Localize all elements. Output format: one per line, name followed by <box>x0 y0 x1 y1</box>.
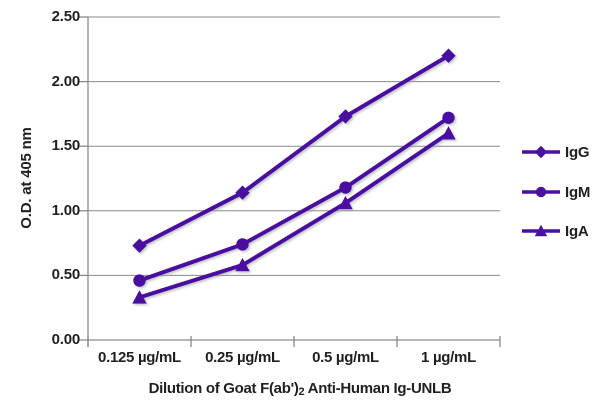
legend-item-iga: IgA <box>520 221 589 241</box>
x-tick-label: 0.125 µg/mL <box>98 349 181 366</box>
iga-triangle-marker-icon <box>522 224 560 237</box>
x-tick-label: 0.5 µg/mL <box>312 349 379 366</box>
x-axis-title-pre: Dilution of Goat F(ab') <box>148 380 299 397</box>
y-tick-label: 1.50 <box>51 137 81 154</box>
y-tick-label: 2.50 <box>51 8 81 25</box>
igg-diamond-marker-icon <box>522 145 560 159</box>
y-tick-label: 2.00 <box>51 73 81 90</box>
y-tick-label: 0.50 <box>51 266 81 283</box>
y-tick-label: 1.00 <box>51 202 81 219</box>
legend-label: IgA <box>565 222 589 240</box>
x-axis-title-subscript: 2 <box>298 386 305 398</box>
legend-item-igg: IgG <box>520 142 590 162</box>
legend-label: IgM <box>565 183 591 201</box>
legend: IgG IgM IgA <box>520 0 600 412</box>
x-tick-label: 1 µg/mL <box>421 349 476 366</box>
y-tick-label: 0.00 <box>51 331 81 348</box>
legend-label: IgG <box>565 143 590 161</box>
x-axis-title-post: Anti-Human Ig-UNLB <box>304 380 452 397</box>
x-axis-title: Dilution of Goat F(ab')2 Anti-Human Ig-U… <box>90 379 510 399</box>
x-tick-label: 0.25 µg/mL <box>205 349 280 366</box>
y-axis-title: O.D. at 405 nm <box>18 127 35 229</box>
igm-circle-marker-icon <box>522 186 560 198</box>
legend-item-igm: IgM <box>520 182 590 202</box>
